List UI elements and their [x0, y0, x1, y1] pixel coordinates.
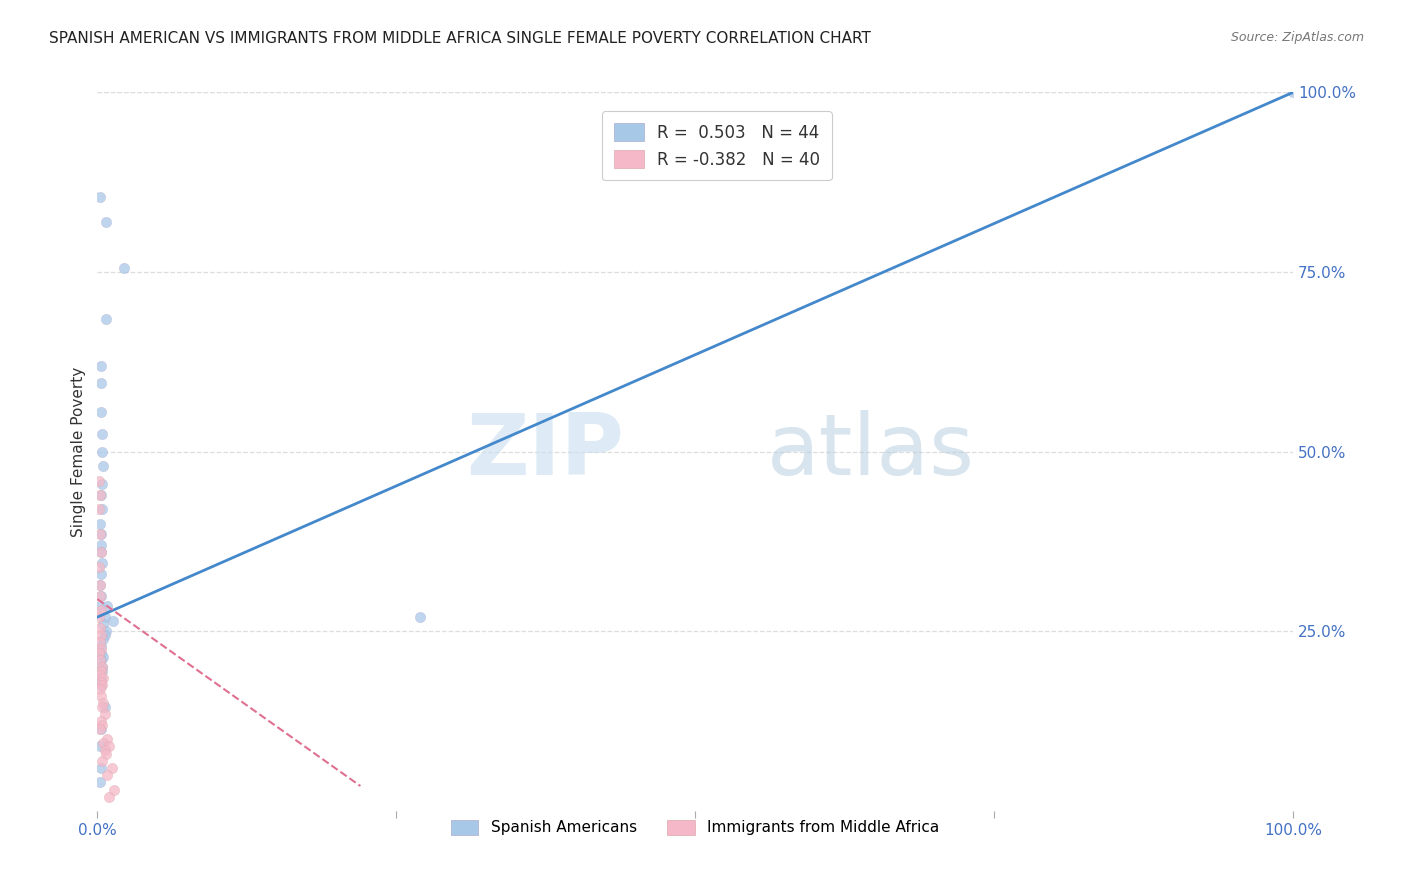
Text: SPANISH AMERICAN VS IMMIGRANTS FROM MIDDLE AFRICA SINGLE FEMALE POVERTY CORRELAT: SPANISH AMERICAN VS IMMIGRANTS FROM MIDD…	[49, 31, 872, 46]
Point	[90, 642, 112, 657]
Point	[89, 775, 111, 789]
Point	[90, 376, 112, 391]
Legend: Spanish Americans, Immigrants from Middle Africa: Spanish Americans, Immigrants from Middl…	[443, 813, 948, 843]
Point	[93, 700, 115, 714]
Point	[89, 681, 111, 696]
Point	[91, 477, 114, 491]
Point	[89, 527, 111, 541]
Point	[90, 761, 112, 775]
Point	[90, 653, 112, 667]
Point	[89, 722, 111, 736]
Point	[94, 215, 117, 229]
Point	[90, 566, 112, 581]
Text: ZIP: ZIP	[465, 410, 623, 493]
Point	[90, 405, 112, 419]
Point	[89, 653, 111, 667]
Point	[91, 736, 114, 750]
Point	[89, 516, 111, 531]
Point	[90, 488, 112, 502]
Point	[90, 714, 112, 729]
Point	[87, 646, 110, 660]
Y-axis label: Single Female Poverty: Single Female Poverty	[72, 367, 86, 537]
Point	[90, 538, 112, 552]
Point	[91, 660, 114, 674]
Point	[89, 621, 111, 635]
Point	[89, 488, 111, 502]
Point	[93, 707, 115, 722]
Point	[103, 782, 125, 797]
Point	[91, 502, 114, 516]
Point	[94, 747, 117, 761]
Point	[98, 739, 121, 754]
Point	[91, 617, 114, 632]
Point	[87, 502, 110, 516]
Point	[91, 556, 114, 570]
Text: atlas: atlas	[766, 410, 974, 493]
Point	[89, 189, 111, 203]
Point	[91, 459, 114, 474]
Point	[90, 545, 112, 559]
Point	[89, 635, 111, 649]
Point	[90, 603, 112, 617]
Point	[91, 664, 114, 678]
Point	[90, 664, 112, 678]
Point	[98, 789, 121, 804]
Point	[94, 624, 117, 639]
Point	[94, 311, 117, 326]
Point	[91, 700, 114, 714]
Point	[87, 559, 110, 574]
Point	[91, 671, 114, 685]
Point	[96, 768, 118, 782]
Point	[90, 639, 112, 653]
Point	[91, 660, 114, 674]
Point	[90, 646, 112, 660]
Point	[89, 578, 111, 592]
Point	[100, 761, 122, 775]
Point	[409, 610, 432, 624]
Point	[90, 527, 112, 541]
Point	[90, 545, 112, 559]
Point	[96, 732, 118, 747]
Point	[91, 718, 114, 732]
Point	[90, 589, 112, 603]
Point	[93, 610, 115, 624]
Point	[91, 754, 114, 768]
Point	[89, 667, 111, 681]
Point	[91, 632, 114, 646]
Point	[91, 444, 114, 458]
Point	[87, 610, 110, 624]
Point	[1282, 86, 1305, 100]
Point	[90, 722, 112, 736]
Point	[91, 426, 114, 441]
Point	[101, 614, 124, 628]
Point	[90, 678, 112, 692]
Point	[93, 628, 115, 642]
Point	[89, 739, 111, 754]
Point	[93, 743, 115, 757]
Text: Source: ZipAtlas.com: Source: ZipAtlas.com	[1230, 31, 1364, 45]
Point	[87, 474, 110, 488]
Point	[90, 689, 112, 703]
Point	[91, 678, 114, 692]
Point	[91, 697, 114, 711]
Point	[91, 649, 114, 664]
Point	[90, 628, 112, 642]
Point	[89, 589, 111, 603]
Point	[89, 578, 111, 592]
Point	[89, 599, 111, 614]
Point	[112, 261, 135, 276]
Point	[90, 359, 112, 373]
Point	[96, 599, 118, 614]
Point	[90, 671, 112, 685]
Point	[90, 674, 112, 689]
